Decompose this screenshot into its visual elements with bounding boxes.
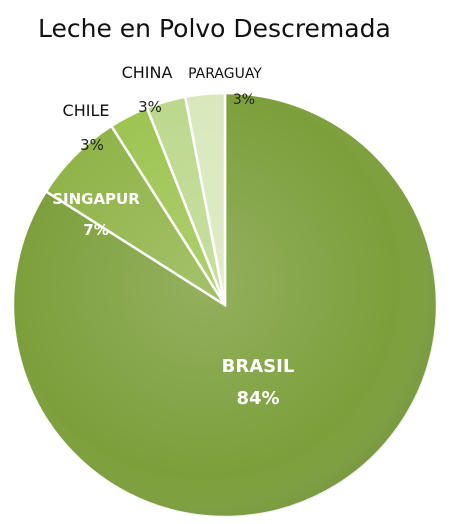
- slice-value-brasil: 84%: [236, 388, 279, 409]
- pie-labels: BRASIL 84% SINGAPUR 7% CHILE 3% CHINA 3% PARAGUA…: [52, 63, 294, 409]
- slice-value-singapur: 7%: [83, 221, 108, 239]
- slice-label-paraguay: PARAGUAY: [188, 66, 262, 82]
- pie-slices: [11, 91, 439, 519]
- slice-value-china: 3%: [138, 98, 162, 116]
- chart-title: Leche en Polvo Descremada: [38, 14, 391, 43]
- slice-label-china: CHINA: [122, 63, 173, 82]
- slice-label-chile: CHILE: [63, 101, 110, 120]
- slice-label-brasil: BRASIL: [222, 356, 295, 377]
- slice-label-singapur: SINGAPUR: [52, 190, 140, 208]
- slice-value-paraguay: 3%: [233, 92, 255, 108]
- slice-value-chile: 3%: [80, 136, 104, 154]
